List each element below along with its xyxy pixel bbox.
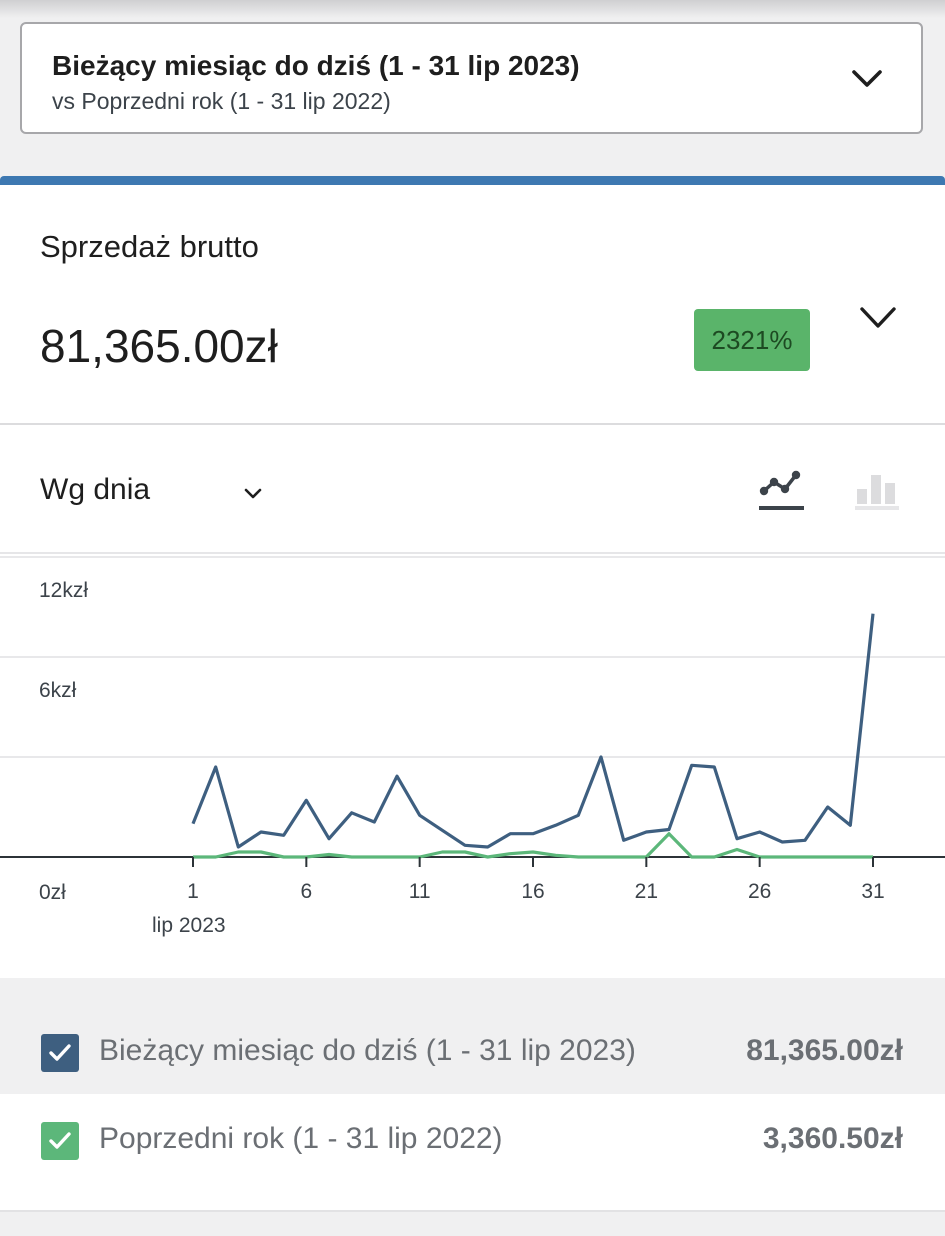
date-range-title: Bieżący miesiąc do dziś (1 - 31 lip 2023… xyxy=(52,50,580,81)
divider xyxy=(0,552,945,554)
delta-badge: 2321% xyxy=(694,309,810,371)
top-shadow xyxy=(0,0,945,18)
y-tick-label: 0zł xyxy=(39,881,66,904)
interval-chevron-down-icon[interactable] xyxy=(243,487,263,501)
x-tick-label: 26 xyxy=(748,880,771,903)
legend-label-current: Bieżący miesiąc do dziś (1 - 31 lip 2023… xyxy=(99,1034,636,1067)
checkbox-current[interactable] xyxy=(41,1034,79,1072)
metric-chevron-down-icon[interactable] xyxy=(858,305,898,331)
legend-value-current: 81,365.00zł xyxy=(746,1034,903,1067)
interval-select-label[interactable]: Wg dnia xyxy=(40,473,151,506)
metric-label: Sprzedaż brutto xyxy=(40,229,259,264)
legend-row-previous[interactable]: Poprzedni rok (1 - 31 lip 2022) 3,360.50… xyxy=(0,1096,945,1182)
legend-value-previous: 3,360.50zł xyxy=(762,1122,903,1155)
checkmark-icon xyxy=(49,1044,71,1061)
legend-label-previous: Poprzedni rok (1 - 31 lip 2022) xyxy=(99,1122,503,1155)
x-tick-label: 1 xyxy=(187,880,199,903)
line-chart-icon[interactable] xyxy=(758,467,806,511)
date-range-selector[interactable]: Bieżący miesiąc do dziś (1 - 31 lip 2023… xyxy=(20,22,923,134)
divider xyxy=(0,423,945,425)
y-tick-label: 6kzł xyxy=(39,679,77,702)
sales-line-chart: 0zł6kzł12kzł18kzł161116212631lip 2023 xyxy=(0,556,945,937)
metric-value: 81,365.00zł xyxy=(40,320,278,372)
x-tick-label: 31 xyxy=(861,880,884,903)
bar-chart-icon[interactable] xyxy=(854,467,900,511)
x-tick-label: 16 xyxy=(521,880,544,903)
chart-legend: Bieżący miesiąc do dziś (1 - 31 lip 2023… xyxy=(0,1008,945,1210)
checkmark-icon xyxy=(49,1132,71,1149)
date-range-compare: vs Poprzedni rok (1 - 31 lip 2022) xyxy=(52,88,391,114)
legend-row-current[interactable]: Bieżący miesiąc do dziś (1 - 31 lip 2023… xyxy=(0,1008,945,1094)
x-tick-label: 21 xyxy=(635,880,658,903)
divider xyxy=(0,1210,945,1212)
x-tick-label: 11 xyxy=(409,880,431,903)
y-tick-label: 12kzł xyxy=(39,579,88,602)
gross-sales-card: Sprzedaż brutto 81,365.00zł 2321% Wg dni… xyxy=(0,176,945,978)
chevron-down-icon[interactable] xyxy=(851,68,883,90)
series-line-current xyxy=(191,613,875,849)
x-axis-month-label: lip 2023 xyxy=(152,914,226,937)
x-tick-label: 6 xyxy=(300,880,312,903)
checkbox-previous[interactable] xyxy=(41,1122,79,1160)
